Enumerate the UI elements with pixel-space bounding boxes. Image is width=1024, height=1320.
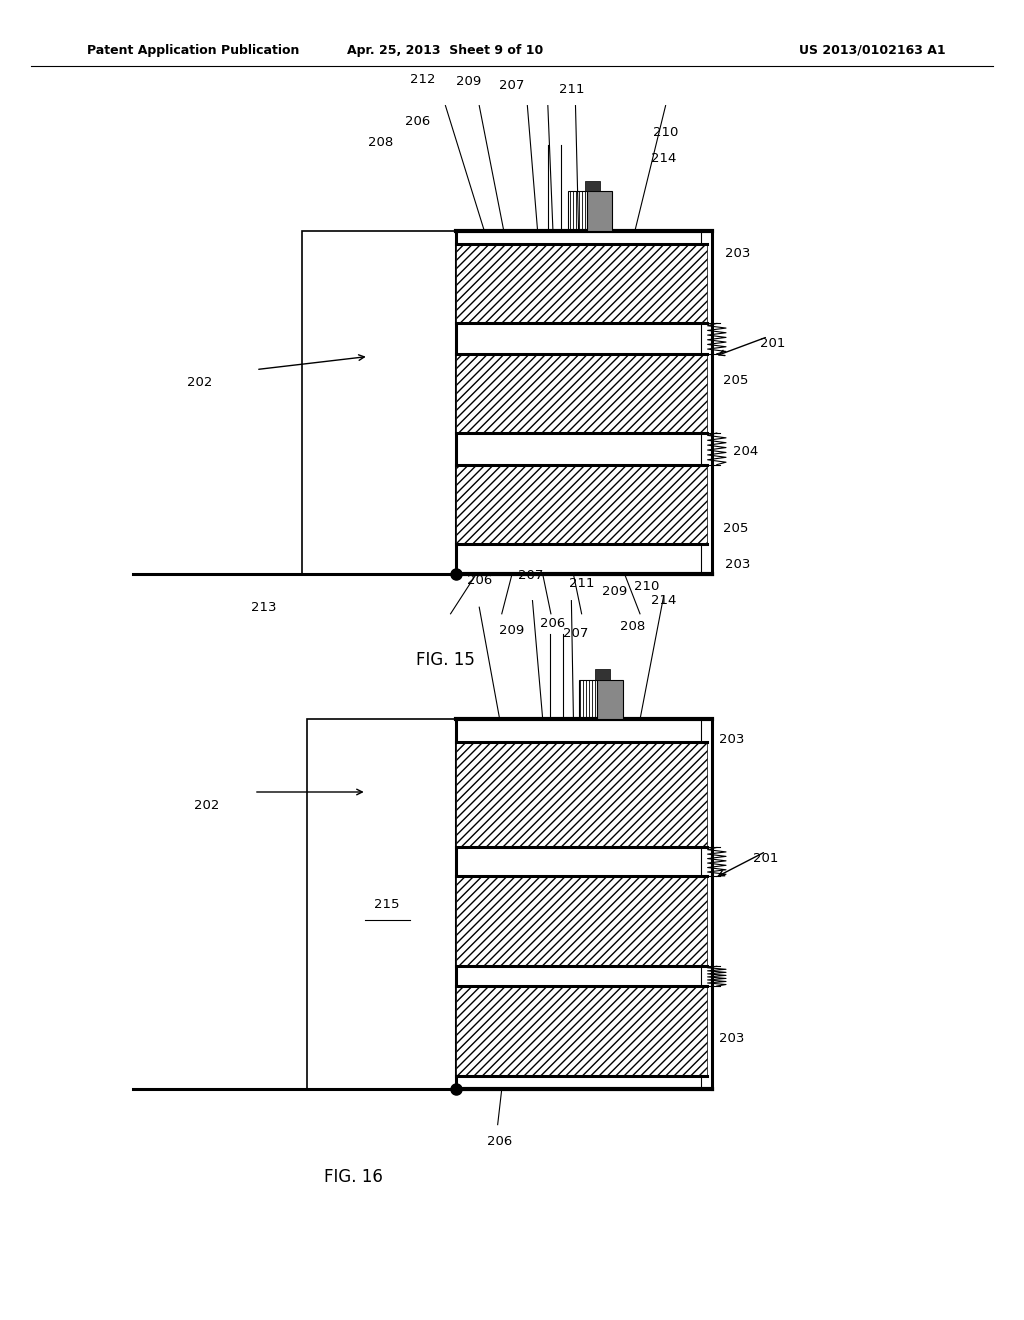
Text: 207: 207 bbox=[518, 569, 543, 582]
Text: 212: 212 bbox=[411, 73, 435, 86]
Bar bbox=[579, 680, 597, 719]
Bar bbox=[595, 669, 610, 680]
Bar bbox=[456, 244, 707, 323]
Text: 213: 213 bbox=[252, 601, 276, 614]
Text: 210: 210 bbox=[635, 579, 659, 593]
Bar bbox=[587, 191, 612, 231]
Text: 215: 215 bbox=[375, 898, 399, 911]
Bar bbox=[585, 181, 600, 191]
Text: 206: 206 bbox=[541, 616, 565, 630]
Text: 205: 205 bbox=[723, 374, 748, 387]
Bar bbox=[307, 719, 456, 1089]
Text: 201: 201 bbox=[761, 337, 785, 350]
Bar bbox=[456, 876, 707, 966]
Text: 203: 203 bbox=[725, 247, 750, 260]
Text: 203: 203 bbox=[720, 1032, 744, 1045]
Text: FIG. 15: FIG. 15 bbox=[416, 651, 475, 669]
Text: 208: 208 bbox=[369, 136, 393, 149]
Text: Apr. 25, 2013  Sheet 9 of 10: Apr. 25, 2013 Sheet 9 of 10 bbox=[347, 44, 544, 57]
Text: 209: 209 bbox=[500, 624, 524, 638]
Text: 201: 201 bbox=[754, 851, 778, 865]
Bar bbox=[456, 354, 707, 433]
Text: 206: 206 bbox=[467, 574, 492, 587]
Text: 210: 210 bbox=[653, 125, 678, 139]
Text: 209: 209 bbox=[602, 585, 627, 598]
Text: 209: 209 bbox=[457, 75, 481, 88]
Bar bbox=[597, 680, 623, 719]
Text: 207: 207 bbox=[500, 79, 524, 92]
Text: 202: 202 bbox=[195, 799, 219, 812]
Text: US 2013/0102163 A1: US 2013/0102163 A1 bbox=[799, 44, 945, 57]
Text: 203: 203 bbox=[725, 558, 750, 572]
Text: 208: 208 bbox=[621, 620, 645, 634]
Text: 207: 207 bbox=[563, 627, 588, 640]
Text: FIG. 16: FIG. 16 bbox=[324, 1168, 383, 1187]
Text: 202: 202 bbox=[187, 376, 212, 389]
Text: 205: 205 bbox=[723, 521, 748, 535]
Text: 206: 206 bbox=[406, 115, 430, 128]
Text: 214: 214 bbox=[651, 594, 676, 607]
Text: 211: 211 bbox=[569, 577, 594, 590]
Text: 206: 206 bbox=[487, 1135, 512, 1148]
Text: 211: 211 bbox=[559, 83, 584, 96]
Bar bbox=[568, 191, 587, 231]
Text: 204: 204 bbox=[733, 445, 758, 458]
Text: 214: 214 bbox=[651, 152, 676, 165]
Bar bbox=[302, 231, 456, 574]
Text: 203: 203 bbox=[720, 733, 744, 746]
Text: Patent Application Publication: Patent Application Publication bbox=[87, 44, 299, 57]
Bar bbox=[456, 986, 707, 1076]
Bar bbox=[456, 742, 707, 847]
Bar bbox=[456, 465, 707, 544]
